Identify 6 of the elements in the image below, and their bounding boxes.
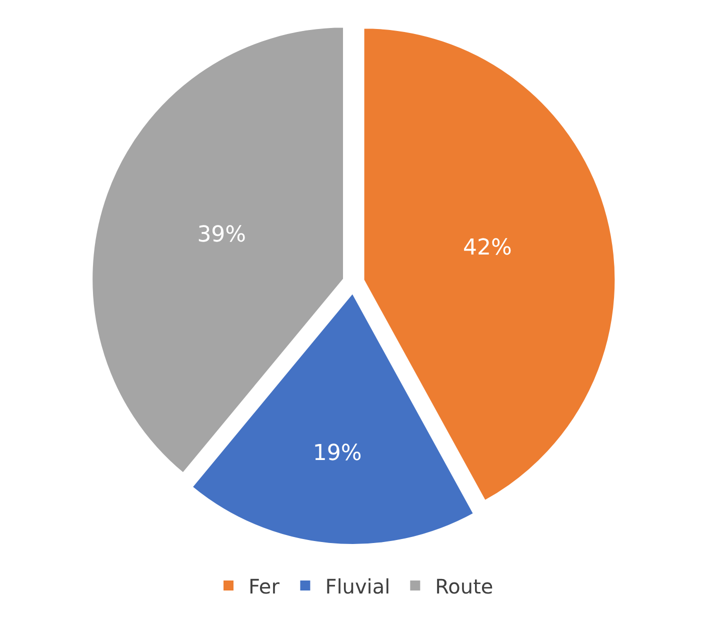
data-label: 42% bbox=[463, 236, 512, 261]
legend-label: Fluvial bbox=[325, 574, 390, 598]
data-label: 19% bbox=[312, 440, 362, 466]
data-label: 39% bbox=[197, 222, 246, 248]
legend-label: Fer bbox=[248, 574, 280, 598]
legend-label: Route bbox=[435, 574, 494, 598]
